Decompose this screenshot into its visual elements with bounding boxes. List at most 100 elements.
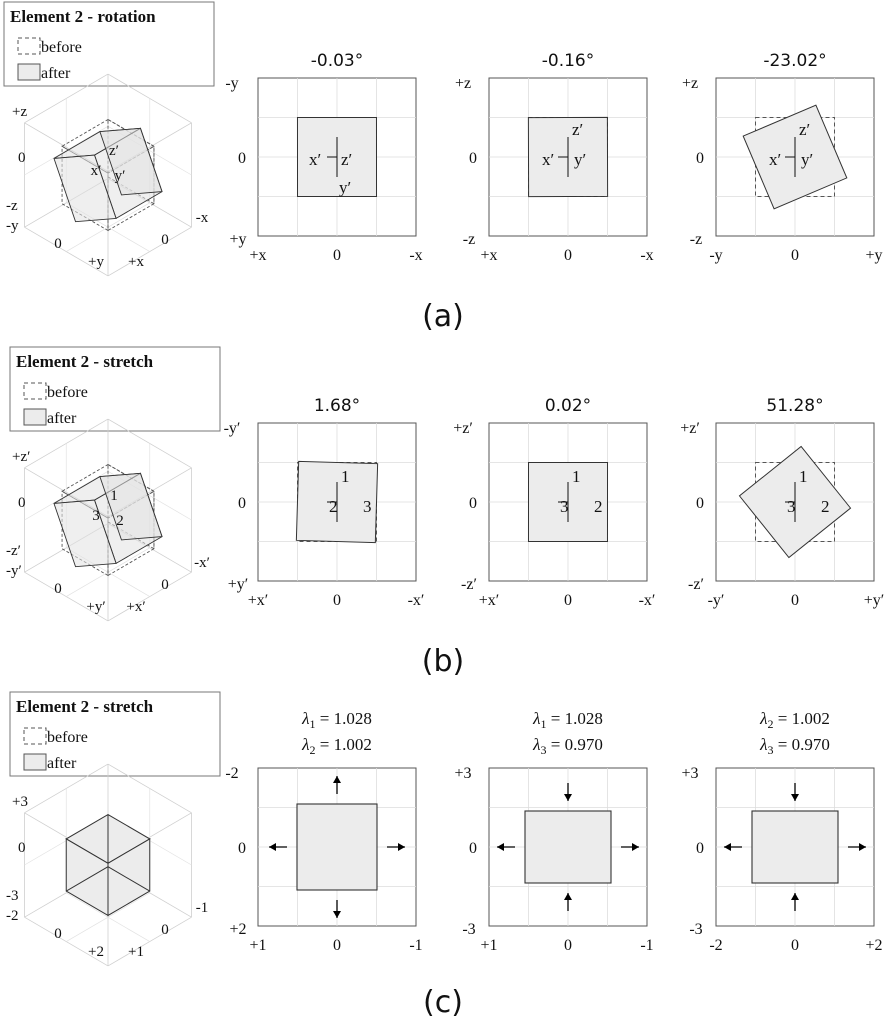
iso-inner-label: 2 — [116, 513, 124, 529]
tick-left-mid: 0 — [238, 840, 246, 857]
lambda-subscript: 2 — [768, 717, 774, 731]
arrow-left-head — [269, 843, 276, 851]
iso-element: 13 2 — [53, 463, 163, 577]
inner-label: 3 — [363, 497, 372, 516]
lambda-symbol: λ — [759, 709, 767, 728]
inner-label: z′ — [799, 120, 810, 139]
tick-left-bot: +y′ — [228, 576, 249, 593]
iso-x-pos-label: +x — [128, 254, 144, 270]
tick-left-bot: -3 — [462, 921, 475, 938]
tick-left-top: +z′ — [453, 420, 473, 437]
inner-label: z′ — [572, 120, 583, 139]
tick-left-mid: 0 — [469, 495, 477, 512]
tick-left-bot: +2 — [229, 921, 246, 938]
lambda-value: = 0.970 — [774, 735, 830, 754]
tick-bottom-right: +2 — [865, 937, 882, 954]
iso-x-zero-label: 0 — [161, 922, 169, 938]
inner-label: y′ — [574, 150, 586, 169]
legend: Element 2 - stretch before after — [9, 691, 221, 777]
panel-title: -0.16° — [542, 51, 595, 71]
panel-2-2: 0.02° 13 2 +z′ 0 -z′+x′ 0 -x′ — [453, 396, 655, 609]
legend-title: Element 2 - stretch — [16, 352, 154, 371]
tick-bottom-mid: 0 — [564, 937, 572, 954]
tick-bottom-mid: 0 — [791, 592, 799, 609]
row-3: Element 2 - stretch before after +3 0 -3 -2 0 +2… — [6, 691, 883, 1020]
panel-1-2: -0.16° z′ x′ y′ +z 0 -z +x 0 -x — [455, 51, 654, 264]
iso-z-neg-label: -z′ — [6, 543, 21, 559]
tick-bottom-mid: 0 — [333, 592, 341, 609]
iso-element: z′ x′ y′ — [53, 118, 163, 232]
lambda-subscript: 3 — [768, 743, 774, 757]
inner-label: 1 — [341, 467, 350, 486]
inner-label: 3 — [787, 497, 796, 516]
panel-title-line: λ1 = 1.028 — [301, 709, 372, 731]
tick-bottom-mid: 0 — [791, 247, 799, 264]
legend-after-label: after — [47, 755, 77, 772]
iso-x-neg-label: -x′ — [194, 555, 210, 571]
legend-before-label: before — [47, 384, 88, 401]
tick-bottom-right: -x′ — [639, 592, 656, 609]
legend-title: Element 2 - rotation — [10, 7, 156, 26]
tick-bottom-mid: 0 — [791, 937, 799, 954]
iso-x-zero-label: 0 — [161, 577, 169, 593]
tick-bottom-mid: 0 — [564, 592, 572, 609]
iso-plot: z′ x′ y′ +z 0 -z -y 0 +y +x 0 -x — [6, 73, 209, 277]
arrow-left-head — [724, 843, 731, 851]
iso-rot-face — [99, 127, 163, 196]
tick-bottom-left: +x′ — [248, 592, 269, 609]
iso-rot-face — [53, 154, 117, 223]
lambda-symbol: λ — [759, 735, 767, 754]
tick-left-mid: 0 — [469, 840, 477, 857]
arrow-up-head — [333, 776, 341, 783]
lambda-symbol: λ — [301, 709, 309, 728]
lambda-subscript: 2 — [310, 743, 316, 757]
iso-cube-edge — [65, 866, 109, 892]
panel-title: 1.68° — [314, 396, 360, 416]
tick-left-top: -y′ — [224, 420, 241, 437]
iso-y-pos-label: +y — [88, 254, 104, 270]
panel-1-3: -23.02° z′ x′ y′ +z 0 -z -y 0 +y — [682, 51, 883, 264]
iso-y-neg-label: -y — [6, 218, 19, 234]
inner-label: x′ — [309, 150, 321, 169]
panel-title-line: λ3 = 0.970 — [532, 735, 603, 757]
lambda-symbol: λ — [532, 735, 540, 754]
iso-z-zero-label: 0 — [18, 150, 26, 166]
panel-title: 0.02° — [545, 396, 591, 416]
arrow-right-head — [859, 843, 866, 851]
tick-bottom-right: +y — [865, 247, 882, 264]
tick-bottom-right: -1 — [409, 937, 422, 954]
lambda-subscript: 1 — [541, 717, 547, 731]
iso-y-zero-label: 0 — [54, 581, 62, 597]
shape-after — [296, 803, 378, 891]
inner-label: 2 — [329, 497, 338, 516]
inner-label: 2 — [821, 497, 830, 516]
lambda-symbol: λ — [301, 735, 309, 754]
iso-y-pos-label: +y′ — [86, 599, 105, 615]
tick-bottom-left: +x — [249, 247, 266, 264]
arrow-up-head — [791, 893, 799, 900]
tick-left-bot: -z′ — [461, 576, 477, 593]
tick-bottom-right: -x — [640, 247, 653, 264]
iso-inner-label: x′ — [91, 163, 102, 179]
tick-bottom-right: -x′ — [408, 592, 425, 609]
shape-after — [751, 810, 839, 884]
lambda-value: = 0.970 — [547, 735, 603, 754]
iso-plot: 13 2 +z′ 0 -z′ -y′ 0 +y′ +x′ 0 -x′ — [6, 418, 210, 622]
tick-left-mid: 0 — [238, 150, 246, 167]
tick-bottom-right: +y′ — [864, 592, 885, 609]
inner-label: x′ — [769, 150, 781, 169]
tick-left-top: -y — [225, 75, 238, 92]
inner-label: z′ — [341, 150, 352, 169]
subfigure-caption: (b) — [422, 644, 464, 679]
iso-cube-face — [65, 838, 109, 917]
subfigure-caption: (c) — [423, 985, 463, 1020]
panel-title-line: λ3 = 0.970 — [759, 735, 830, 757]
iso-x-neg-label: -x — [196, 210, 209, 226]
tick-left-top: -2 — [225, 765, 238, 782]
subfigure-caption: (a) — [422, 299, 464, 334]
iso-inner-label: y′ — [115, 168, 126, 184]
legend-before-label: before — [41, 39, 82, 56]
